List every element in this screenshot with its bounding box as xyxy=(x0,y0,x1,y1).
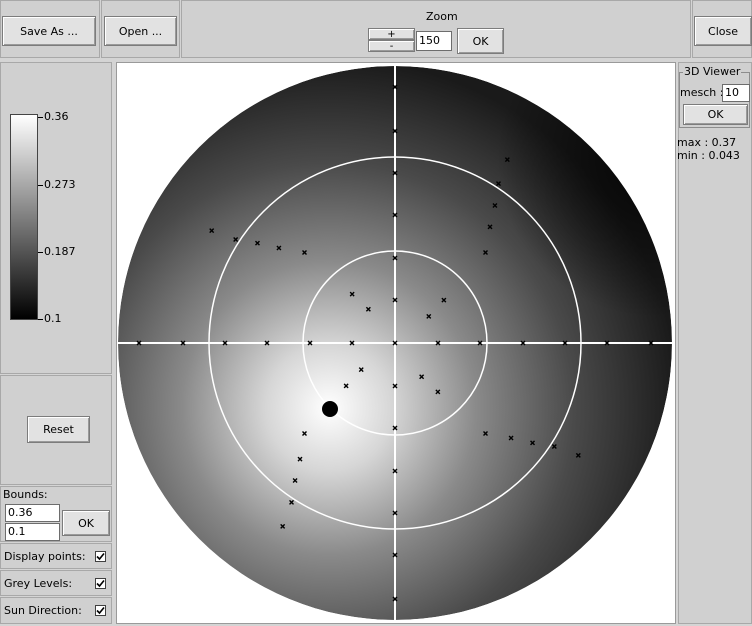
colorbar-tick-3 xyxy=(38,252,43,253)
viewer3d-title: 3D Viewer xyxy=(683,65,742,78)
colorbar-tick-1 xyxy=(38,117,43,118)
sample-point-marker xyxy=(508,435,514,441)
grey-levels-label: Grey Levels: xyxy=(4,577,73,590)
sample-point-marker xyxy=(435,340,441,346)
check-icon xyxy=(96,579,105,588)
sample-point-marker xyxy=(483,249,489,255)
display-points-row xyxy=(0,543,112,569)
sample-point-marker xyxy=(180,340,186,346)
sample-point-marker xyxy=(365,306,371,312)
sun-direction-label: Sun Direction: xyxy=(4,604,82,617)
viewer3d-ok-button[interactable]: OK xyxy=(683,104,748,125)
colorbar-tick-label: 0.1 xyxy=(44,312,62,325)
min-value-text: min : 0.043 xyxy=(677,149,740,162)
max-value-text: max : 0.37 xyxy=(677,136,737,149)
sun-direction-dot xyxy=(322,401,338,417)
bound-upper-input[interactable]: 0.36 xyxy=(5,504,60,522)
sample-point-marker xyxy=(233,237,239,243)
sample-point-marker xyxy=(392,212,398,218)
sample-point-marker xyxy=(575,452,581,458)
mesch-label: mesch : xyxy=(680,86,724,99)
sample-point-marker xyxy=(343,383,349,389)
sample-point-marker xyxy=(280,523,286,529)
sample-point-marker xyxy=(276,245,282,251)
colorbar-tick-label: 0.187 xyxy=(44,245,76,258)
sample-point-marker xyxy=(392,383,398,389)
sample-point-marker xyxy=(426,313,432,319)
sample-point-marker xyxy=(419,374,425,380)
grey-levels-row xyxy=(0,570,112,596)
sample-point-marker xyxy=(392,170,398,176)
sample-point-marker xyxy=(562,340,568,346)
sample-point-marker xyxy=(264,340,270,346)
sample-point-marker xyxy=(349,340,355,346)
sample-point-marker xyxy=(487,224,493,230)
sample-point-marker xyxy=(604,340,610,346)
display-points-label: Display points: xyxy=(4,550,86,563)
sample-point-marker xyxy=(307,340,313,346)
sample-point-marker xyxy=(495,181,501,187)
sample-point-marker xyxy=(292,478,298,484)
zoom-ok-button[interactable]: OK xyxy=(457,28,504,54)
sample-point-marker xyxy=(254,240,260,246)
sample-point-marker xyxy=(392,84,398,90)
sample-point-marker xyxy=(358,367,364,373)
sample-point-marker xyxy=(441,297,447,303)
bound-lower-input[interactable]: 0.1 xyxy=(5,523,60,541)
sample-point-marker xyxy=(530,440,536,446)
sample-point-marker xyxy=(392,297,398,303)
mesch-input[interactable]: 10 xyxy=(722,84,750,102)
colorbar-tick-4 xyxy=(38,319,43,320)
sample-point-marker xyxy=(349,291,355,297)
sample-point-marker xyxy=(301,431,307,437)
sample-point-marker xyxy=(392,510,398,516)
sample-point-marker xyxy=(504,157,510,163)
sample-point-marker xyxy=(392,552,398,558)
bounds-label: Bounds: xyxy=(3,488,48,501)
sample-point-marker xyxy=(297,456,303,462)
plot-area[interactable] xyxy=(116,62,676,624)
grey-levels-checkbox[interactable] xyxy=(95,578,106,589)
polar-grey-plot xyxy=(118,66,672,620)
check-icon xyxy=(96,606,105,615)
colorbar-tick-label: 0.273 xyxy=(44,178,76,191)
save-as-button[interactable]: Save As ... xyxy=(2,16,96,46)
colorbar-tick-2 xyxy=(38,185,43,186)
display-points-checkbox[interactable] xyxy=(95,551,106,562)
sample-point-marker xyxy=(435,389,441,395)
sun-direction-row xyxy=(0,597,112,624)
sample-point-marker xyxy=(222,340,228,346)
sample-point-marker xyxy=(392,255,398,261)
zoom-input[interactable]: 150 xyxy=(416,31,452,51)
zoom-panel xyxy=(181,0,691,58)
check-icon xyxy=(96,552,105,561)
zoom-title: Zoom xyxy=(426,10,458,23)
reset-button[interactable]: Reset xyxy=(27,416,90,443)
sample-point-marker xyxy=(492,202,498,208)
sample-point-marker xyxy=(392,468,398,474)
sample-point-marker xyxy=(520,340,526,346)
sample-point-marker xyxy=(648,340,654,346)
sample-point-marker xyxy=(477,340,483,346)
sample-point-marker xyxy=(551,443,557,449)
sample-point-marker xyxy=(392,128,398,134)
bounds-ok-button[interactable]: OK xyxy=(62,510,110,536)
sun-direction-checkbox[interactable] xyxy=(95,605,106,616)
sample-point-marker xyxy=(392,596,398,602)
sample-point-marker xyxy=(209,228,215,234)
sample-point-marker xyxy=(301,249,307,255)
sample-point-marker xyxy=(392,340,398,346)
sample-point-marker xyxy=(289,499,295,505)
right-panel xyxy=(678,62,752,624)
sample-point-marker xyxy=(136,340,142,346)
sample-point-marker xyxy=(392,425,398,431)
zoom-in-button[interactable]: + xyxy=(368,28,415,40)
zoom-out-button[interactable]: - xyxy=(368,40,415,52)
close-button[interactable]: Close xyxy=(694,16,752,46)
colorbar-tick-label: 0.36 xyxy=(44,110,69,123)
open-button[interactable]: Open ... xyxy=(104,16,177,46)
greyscale-colorbar xyxy=(10,114,38,320)
sample-point-marker xyxy=(483,431,489,437)
